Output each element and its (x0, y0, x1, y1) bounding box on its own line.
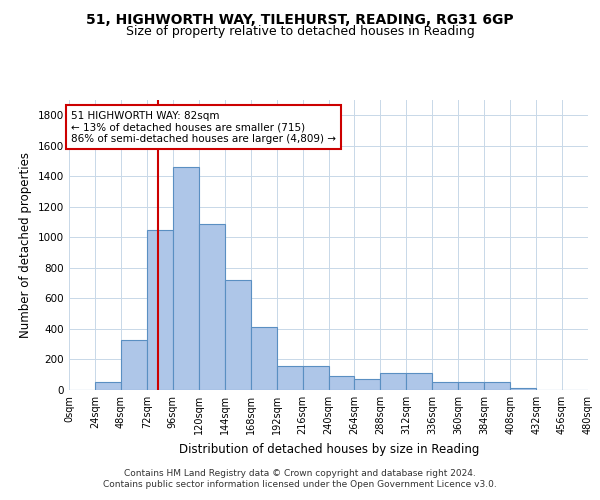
Y-axis label: Number of detached properties: Number of detached properties (19, 152, 32, 338)
Bar (406, 373, 432, 390)
Bar (95, 382, 121, 390)
Text: 51 HIGHWORTH WAY: 82sqm
← 13% of detached houses are smaller (715)
86% of semi-d: 51 HIGHWORTH WAY: 82sqm ← 13% of detache… (71, 110, 336, 144)
Bar (147, 230, 173, 390)
Bar (355, 378, 380, 390)
Bar (251, 326, 277, 390)
Bar (225, 280, 251, 390)
Bar (432, 382, 458, 390)
Text: Contains HM Land Registry data © Crown copyright and database right 2024.: Contains HM Land Registry data © Crown c… (124, 468, 476, 477)
Bar (277, 366, 302, 390)
Bar (510, 388, 536, 390)
Bar (458, 382, 484, 390)
Text: Distribution of detached houses by size in Reading: Distribution of detached houses by size … (179, 442, 479, 456)
Bar (329, 376, 355, 390)
Text: Contains public sector information licensed under the Open Government Licence v3: Contains public sector information licen… (103, 480, 497, 489)
Bar (173, 167, 199, 390)
Bar (199, 224, 224, 390)
Bar (484, 382, 510, 390)
Bar (302, 366, 329, 390)
Text: Size of property relative to detached houses in Reading: Size of property relative to detached ho… (125, 25, 475, 38)
Bar (121, 340, 147, 390)
Bar (380, 373, 406, 390)
Text: 51, HIGHWORTH WAY, TILEHURST, READING, RG31 6GP: 51, HIGHWORTH WAY, TILEHURST, READING, R… (86, 12, 514, 26)
